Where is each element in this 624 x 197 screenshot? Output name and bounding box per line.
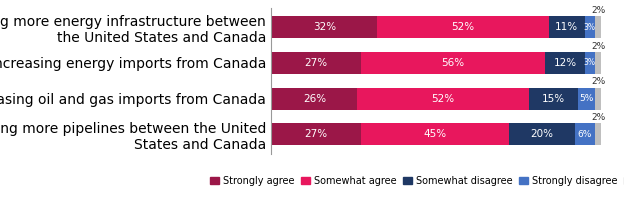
Text: 27%: 27% — [305, 129, 328, 139]
Bar — [357, 87, 529, 110]
Bar — [271, 52, 361, 74]
Text: 11%: 11% — [555, 22, 578, 33]
Bar — [271, 123, 361, 145]
Bar — [545, 52, 585, 74]
Bar — [585, 16, 595, 38]
Bar — [595, 16, 602, 38]
Text: 3%: 3% — [584, 59, 596, 68]
Bar — [271, 16, 377, 38]
Text: 2%: 2% — [591, 113, 605, 122]
Bar — [529, 87, 578, 110]
Bar — [595, 123, 602, 145]
Text: 15%: 15% — [542, 94, 565, 104]
Bar — [575, 123, 595, 145]
Text: 52%: 52% — [431, 94, 455, 104]
Bar — [377, 16, 548, 38]
Text: 3%: 3% — [584, 23, 596, 32]
Text: 5%: 5% — [580, 94, 594, 103]
Text: 20%: 20% — [530, 129, 553, 139]
Text: 26%: 26% — [303, 94, 326, 104]
Bar — [578, 87, 595, 110]
Text: 45%: 45% — [423, 129, 446, 139]
Legend: Strongly agree, Somewhat agree, Somewhat disagree, Strongly disagree, Skipped: Strongly agree, Somewhat agree, Somewhat… — [210, 176, 624, 186]
Bar — [595, 87, 602, 110]
Bar — [361, 52, 545, 74]
Bar — [595, 52, 602, 74]
Text: 32%: 32% — [313, 22, 336, 33]
Text: 2%: 2% — [591, 77, 605, 86]
Text: 27%: 27% — [305, 58, 328, 68]
Bar — [548, 16, 585, 38]
Text: 2%: 2% — [591, 6, 605, 15]
Bar — [585, 52, 595, 74]
Text: 52%: 52% — [451, 22, 474, 33]
Text: 56%: 56% — [441, 58, 464, 68]
Text: 2%: 2% — [591, 42, 605, 51]
Bar — [509, 123, 575, 145]
Text: 12%: 12% — [553, 58, 577, 68]
Bar — [271, 87, 357, 110]
Bar — [361, 123, 509, 145]
Text: 6%: 6% — [578, 130, 592, 139]
